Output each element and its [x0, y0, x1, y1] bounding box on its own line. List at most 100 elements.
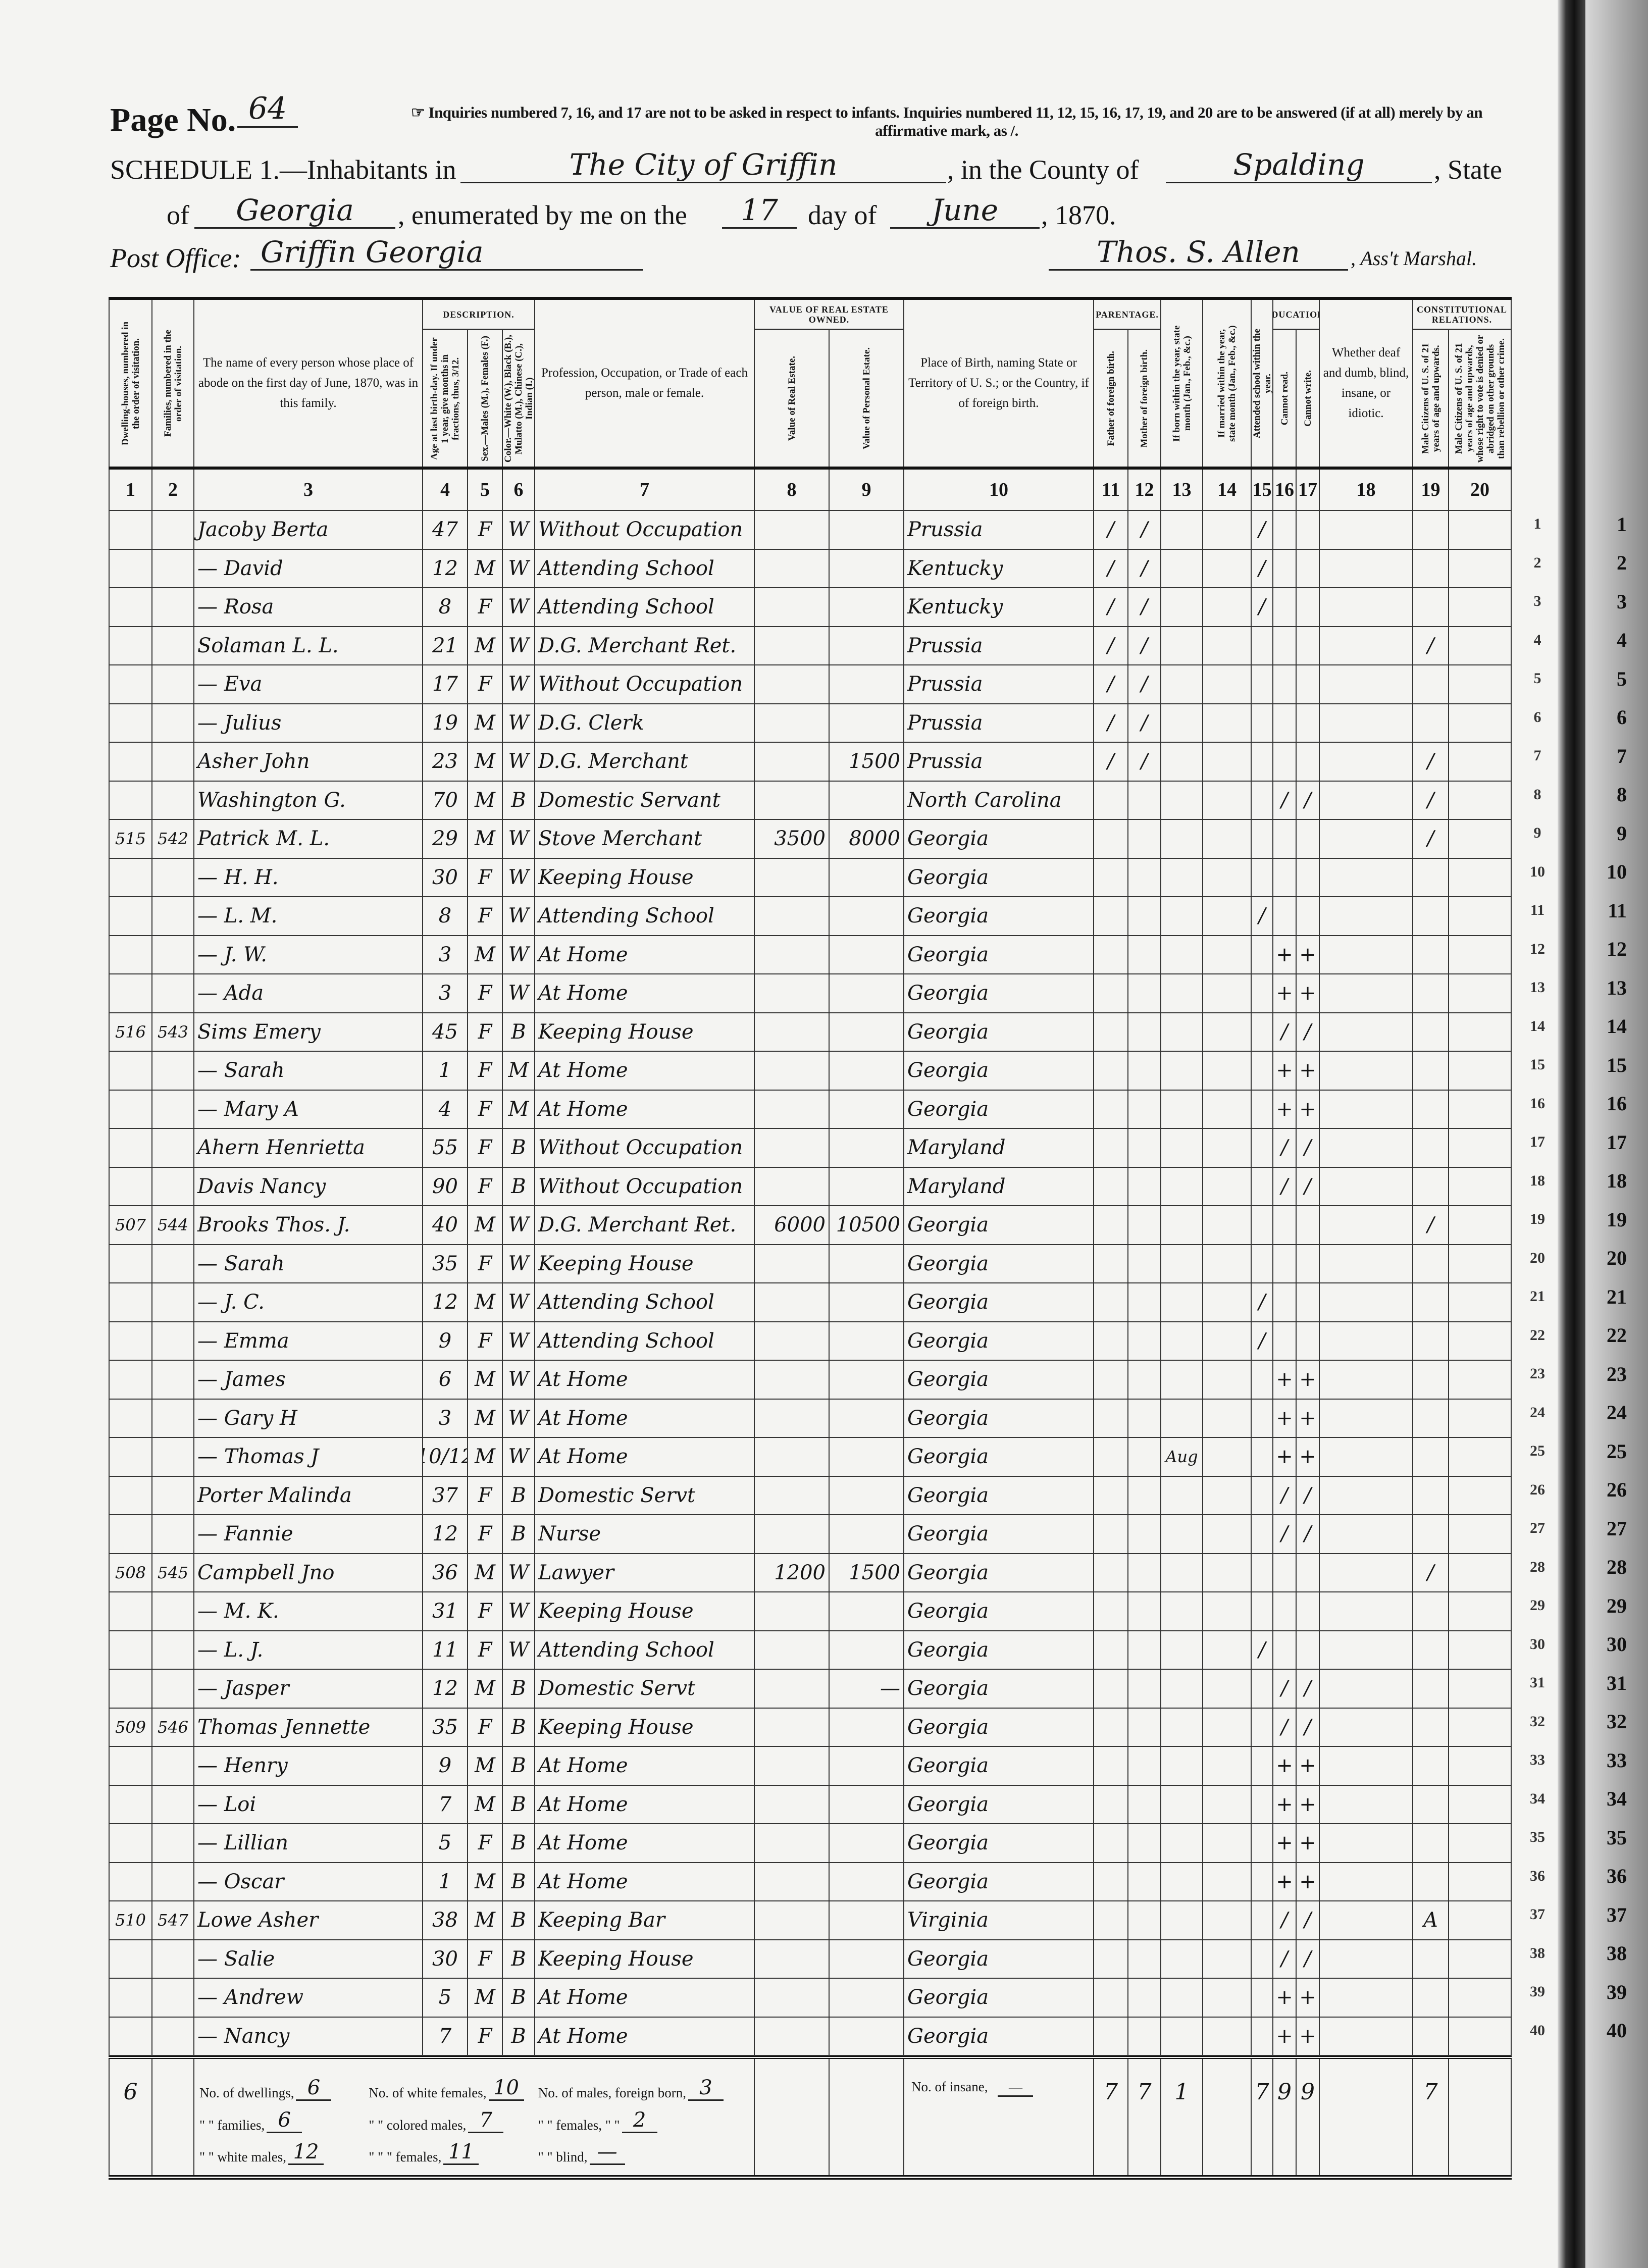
stat-label: No. of dwellings, — [199, 2085, 294, 2101]
cell-occupation: D.G. Merchant — [535, 743, 755, 781]
cell-birthplace: Georgia — [904, 1631, 1094, 1669]
total-citizen: 7 — [1413, 2059, 1449, 2175]
cell-age: 11 — [423, 1631, 468, 1669]
cell-age: 3 — [423, 974, 468, 1012]
cell-sex: M — [468, 1438, 503, 1476]
cell-school — [1252, 1592, 1273, 1630]
cell-real-estate — [755, 936, 830, 973]
line-number: 36 — [1530, 1867, 1545, 1884]
cell-mother-foreign — [1128, 1399, 1161, 1437]
enumerated-label: , enumerated by me on the — [398, 200, 687, 230]
table-row: — Emma 9 F W Attending School Georgia / — [109, 1322, 1512, 1361]
cell-family — [152, 1399, 194, 1437]
cell-birthplace: Georgia — [904, 1785, 1094, 1823]
cell-sex: F — [468, 1592, 503, 1630]
cell-born-month — [1161, 1090, 1203, 1128]
cell-vote-denied — [1449, 1167, 1512, 1205]
summary-dwelling-total: 6 — [109, 2059, 152, 2175]
cell-married-month — [1203, 974, 1252, 1012]
day-of-label: day of — [808, 200, 877, 230]
cell-dwelling — [109, 1090, 152, 1128]
cell-birthplace: Georgia — [904, 1322, 1094, 1360]
cell-personal-estate — [830, 1863, 904, 1900]
table-row: Solaman L. L. 21 M W D.G. Merchant Ret. Pruss… — [109, 627, 1512, 665]
cell-vote-denied — [1449, 1979, 1512, 2017]
cell-real-estate — [755, 1785, 830, 1823]
cell-cannot-write: + — [1297, 1863, 1320, 1900]
cell-real-estate: 6000 — [755, 1206, 830, 1244]
cell-mother-foreign — [1128, 1361, 1161, 1399]
cell-mother-foreign: / — [1128, 665, 1161, 703]
cell-cannot-write — [1297, 820, 1320, 858]
cell-family — [152, 781, 194, 819]
cell-school — [1252, 1438, 1273, 1476]
cell-born-month — [1161, 1979, 1203, 2017]
cell-real-estate — [755, 1979, 830, 2017]
table-row: — Mary A 4 F M At Home Georgia + + — [109, 1090, 1512, 1129]
cell-mother-foreign — [1128, 1438, 1161, 1476]
adjacent-line-number: 37 — [1607, 1903, 1627, 1926]
column-number: 7 — [535, 470, 755, 510]
cell-dwelling — [109, 1863, 152, 1900]
column-header-dwelling: Dwelling-houses, numbered in the order o… — [109, 300, 152, 467]
cell-cannot-write: / — [1297, 1013, 1320, 1051]
cell-occupation: D.G. Merchant Ret. — [535, 627, 755, 664]
cell-father-foreign — [1094, 1476, 1128, 1514]
cell-school — [1252, 1554, 1273, 1591]
cell-family: 542 — [152, 820, 194, 858]
cell-dwelling — [109, 2017, 152, 2055]
cell-cannot-write: / — [1297, 1167, 1320, 1205]
cell-cannot-read: / — [1273, 1476, 1297, 1514]
cell-sex: F — [468, 665, 503, 703]
cell-birthplace: Georgia — [904, 936, 1094, 973]
cell-school — [1252, 1747, 1273, 1785]
cell-father-foreign — [1094, 1283, 1128, 1321]
cell-age: 35 — [423, 1245, 468, 1282]
line-number: 13 — [1530, 979, 1545, 996]
cell-family — [152, 1670, 194, 1708]
page-binding — [1558, 0, 1585, 2268]
adjacent-line-number: 1 — [1617, 512, 1627, 536]
column-header-cannot-read: Cannot read. — [1273, 330, 1297, 467]
cell-occupation: Without Occupation — [535, 1167, 755, 1205]
line-number: 25 — [1530, 1442, 1545, 1460]
cell-mother-foreign — [1128, 1979, 1161, 2017]
cell-occupation: Domestic Servt — [535, 1476, 755, 1514]
cell-sex: M — [468, 1283, 503, 1321]
line-number: 34 — [1530, 1790, 1545, 1807]
cell-father-foreign — [1094, 936, 1128, 973]
cell-father-foreign — [1094, 1670, 1128, 1708]
cell-birthplace: Georgia — [904, 1824, 1094, 1862]
column-header-disability: Whether deaf and dumb, blind, insane, or… — [1320, 300, 1413, 467]
cell-mother-foreign — [1128, 1052, 1161, 1090]
group-header-label: DESCRIPTION. — [443, 309, 514, 320]
cell-married-month — [1203, 820, 1252, 858]
cell-cannot-read: / — [1273, 1013, 1297, 1051]
cell-occupation: At Home — [535, 1090, 755, 1128]
cell-age: 12 — [423, 549, 468, 587]
column-header-text: Male Citizens of U. S. of 21 years of ag… — [1420, 343, 1441, 454]
stat-label: " " " females, — [369, 2149, 442, 2164]
column-number: 8 — [755, 470, 830, 510]
cell-cannot-read — [1273, 1206, 1297, 1244]
cell-cannot-write: + — [1297, 1399, 1320, 1437]
cell-birthplace: Prussia — [904, 665, 1094, 703]
cell-father-foreign — [1094, 1399, 1128, 1437]
cell-real-estate — [755, 1129, 830, 1167]
cell-born-month — [1161, 511, 1203, 549]
cell-real-estate — [755, 1940, 830, 1978]
cell-color: W — [503, 511, 535, 549]
cell-personal-estate — [830, 936, 904, 973]
adjacent-line-number: 14 — [1607, 1015, 1627, 1038]
table-row: — Gary H 3 M W At Home Georgia + + — [109, 1399, 1512, 1438]
line-number: 5 — [1533, 670, 1541, 687]
cell-cannot-write: / — [1297, 1901, 1320, 1939]
cell-sex: M — [468, 1206, 503, 1244]
cell-father-foreign — [1094, 1979, 1128, 2017]
cell-mother-foreign — [1128, 1322, 1161, 1360]
cell-family — [152, 588, 194, 626]
cell-personal-estate — [830, 1013, 904, 1051]
cell-dwelling — [109, 1052, 152, 1090]
cell-name: — Gary H — [194, 1399, 423, 1437]
